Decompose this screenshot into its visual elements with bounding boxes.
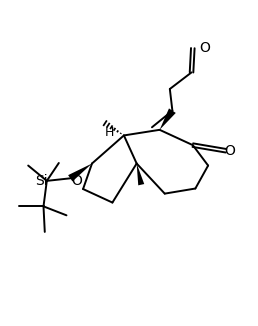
Polygon shape <box>160 109 176 130</box>
Text: O: O <box>199 41 210 55</box>
Polygon shape <box>137 164 144 185</box>
Text: H: H <box>105 126 115 140</box>
Text: Si: Si <box>35 174 47 188</box>
Text: O: O <box>224 144 235 158</box>
Text: O: O <box>71 174 82 188</box>
Polygon shape <box>68 164 92 182</box>
